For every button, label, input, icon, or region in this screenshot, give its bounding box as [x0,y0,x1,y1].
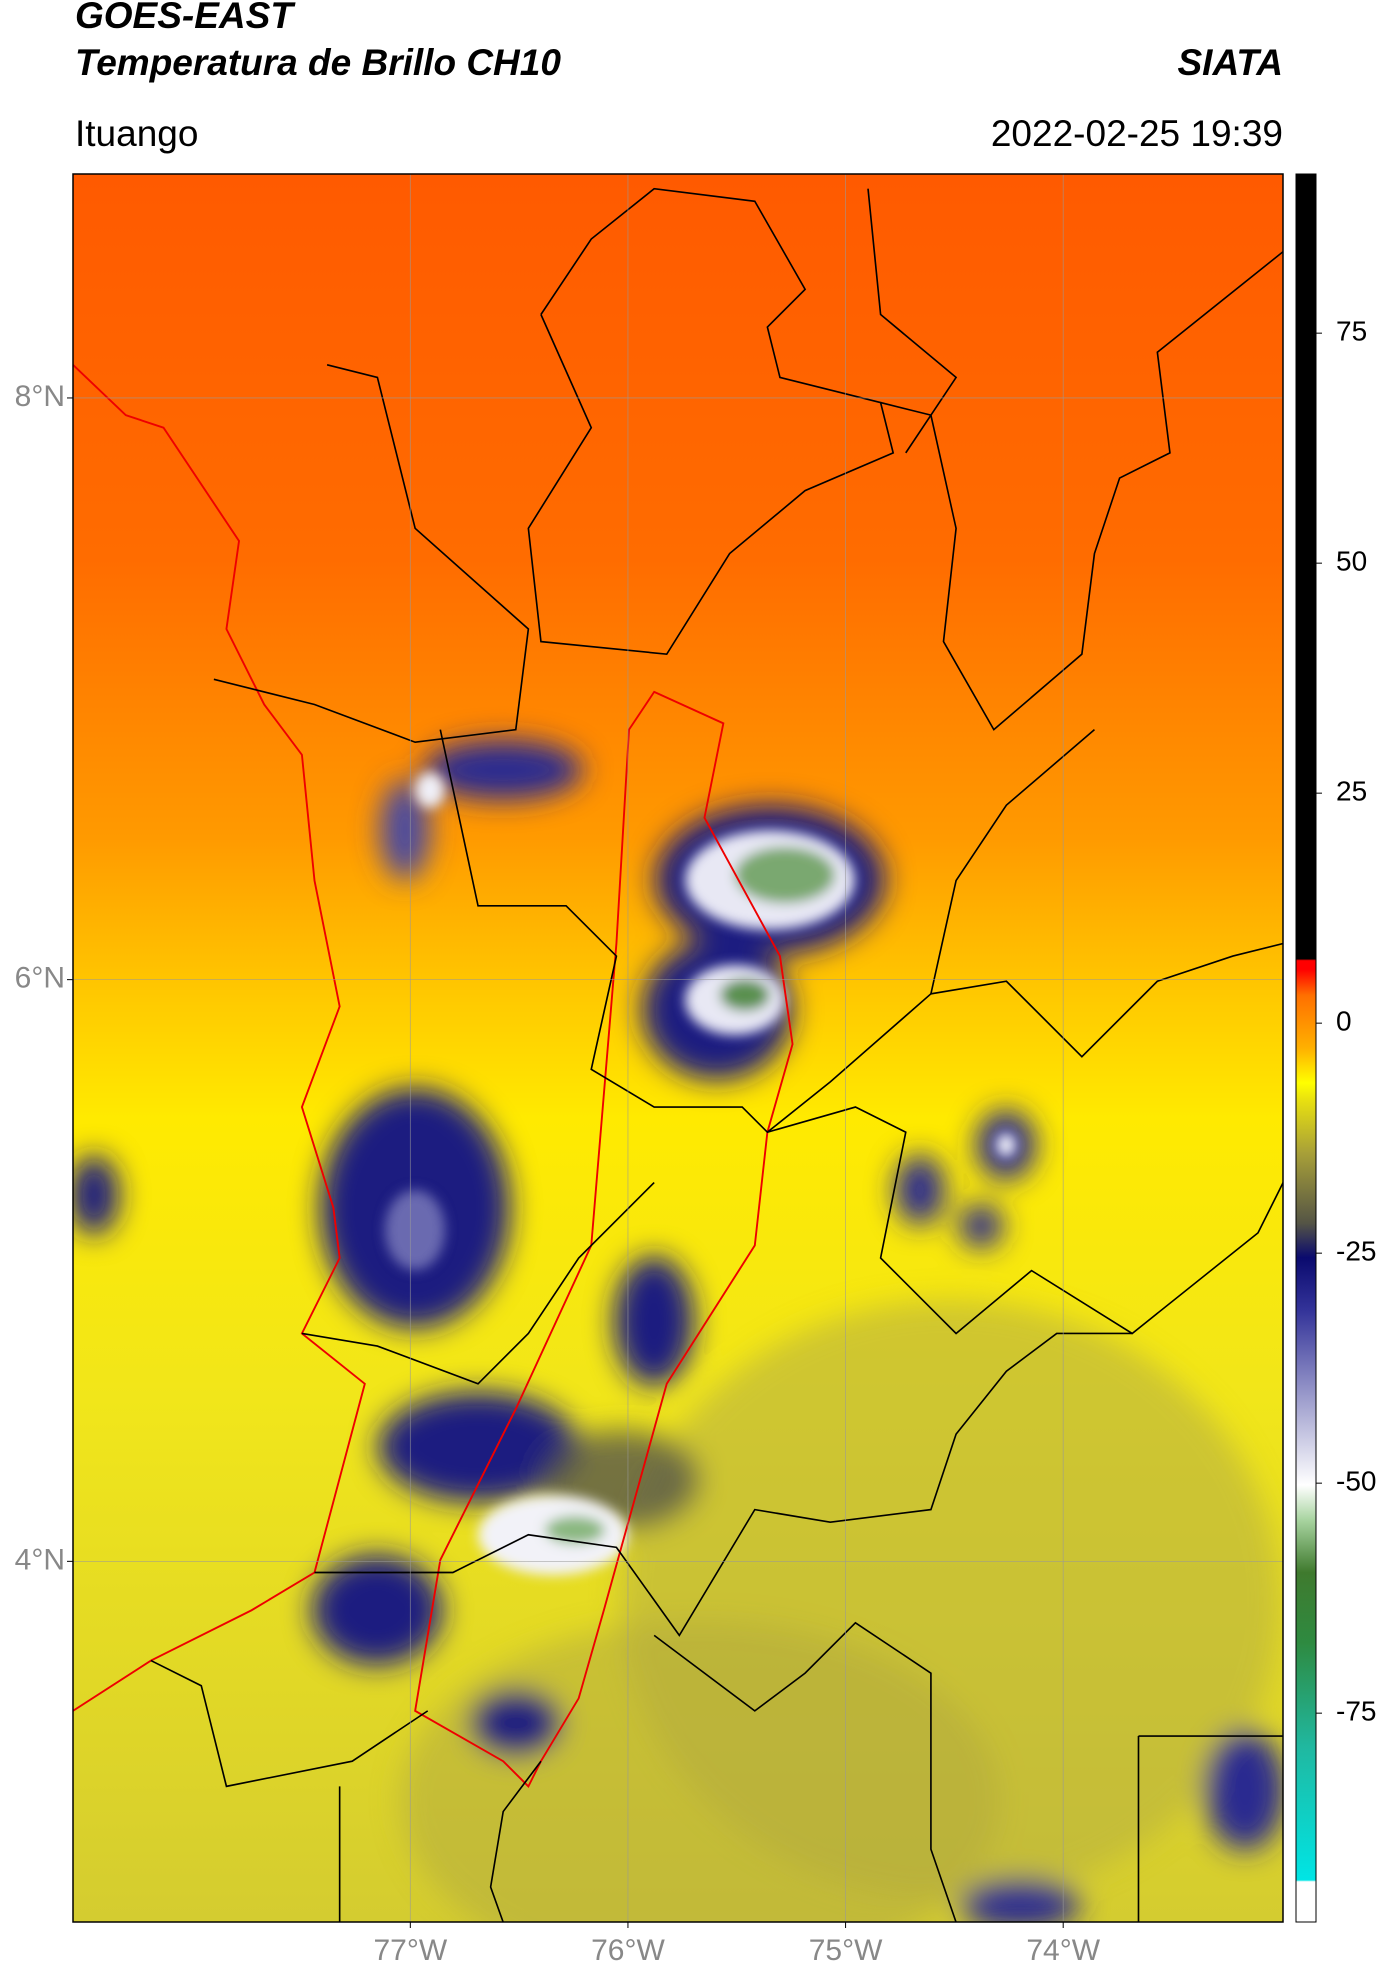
satellite: GOES-EAST [75,0,296,36]
lon-label: 75°W [809,1934,883,1967]
map-frame [72,173,1284,1923]
colorbar-label: -25 [1336,1236,1376,1267]
product: Temperatura de Brillo CH10 [75,42,561,83]
graticule [73,174,1283,1922]
map [73,174,1283,1922]
colorbar-label: 50 [1336,546,1367,577]
lon-label: 74°W [1026,1934,1100,1967]
borders [73,187,1283,1922]
lat-label: 4°N [15,1543,65,1576]
cloud-field [73,740,1283,1922]
agency: SIATA [1177,42,1283,83]
lat-label: 8°N [15,380,65,413]
datetime: 2022-02-25 19:39 [991,113,1283,154]
colorbar [1295,173,1317,1923]
colorbar-label: 25 [1336,776,1367,807]
colorbar-label: -50 [1336,1466,1376,1497]
region: Ituango [75,113,198,154]
colorbar-label: 0 [1336,1006,1352,1037]
lat-label: 6°N [15,962,65,995]
colorbar-label: -75 [1336,1696,1376,1727]
cloud-tops [385,772,1016,1575]
lon-label: 76°W [591,1934,665,1967]
lon-label: 77°W [373,1934,447,1967]
colorbar-label: 75 [1336,316,1367,347]
